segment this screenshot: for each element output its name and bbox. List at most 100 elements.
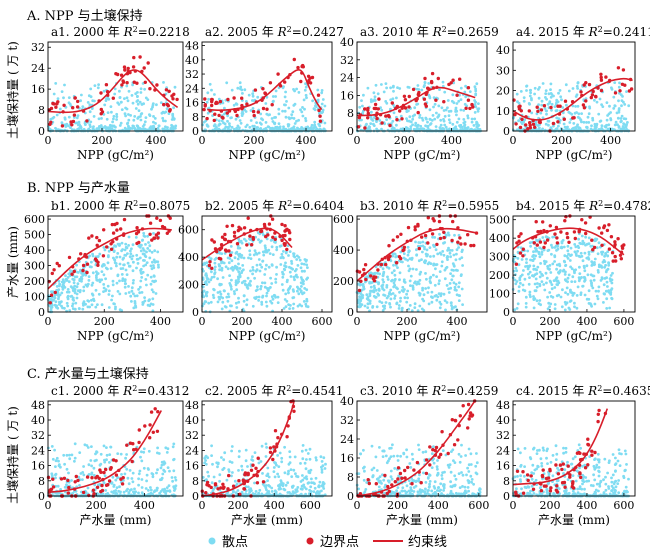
scatter-point bbox=[358, 305, 361, 308]
scatter-point bbox=[557, 293, 561, 297]
scatter-point bbox=[435, 275, 438, 278]
boundary-point bbox=[423, 102, 428, 106]
scatter-point bbox=[240, 114, 244, 117]
scatter-point bbox=[287, 254, 290, 257]
scatter-point bbox=[403, 296, 407, 300]
scatter-point bbox=[605, 307, 609, 310]
scatter-point bbox=[171, 445, 175, 449]
scatter-point bbox=[66, 304, 70, 308]
scatter-point bbox=[114, 245, 118, 248]
boundary-point bbox=[417, 246, 421, 251]
scatter-point bbox=[102, 113, 106, 116]
scatter-point bbox=[368, 292, 372, 296]
scatter-point bbox=[62, 453, 66, 457]
scatter-point bbox=[127, 89, 131, 93]
scatter-point bbox=[470, 117, 474, 121]
scatter-point bbox=[522, 269, 525, 272]
scatter-point bbox=[298, 258, 302, 262]
scatter-point bbox=[81, 478, 84, 481]
scatter-point bbox=[90, 303, 94, 307]
scatter-point bbox=[244, 283, 248, 287]
scatter-point bbox=[547, 92, 551, 96]
scatter-point bbox=[452, 81, 456, 85]
boundary-point bbox=[114, 72, 118, 76]
scatter-point bbox=[514, 282, 518, 286]
boundary-point bbox=[252, 113, 256, 118]
scatter-point bbox=[543, 107, 547, 110]
scatter-point bbox=[533, 289, 537, 293]
scatter-point bbox=[304, 487, 308, 491]
boundary-point bbox=[521, 247, 525, 251]
scatter-point bbox=[426, 120, 429, 124]
scatter-point bbox=[145, 283, 148, 287]
scatter-point bbox=[281, 255, 284, 259]
boundary-point bbox=[212, 118, 216, 123]
scatter-point bbox=[63, 117, 67, 121]
scatter-point bbox=[76, 282, 80, 286]
scatter-point bbox=[73, 307, 77, 311]
scatter-point bbox=[440, 264, 444, 268]
scatter-point bbox=[408, 257, 412, 261]
scatter-point bbox=[99, 452, 103, 456]
boundary-point bbox=[104, 467, 108, 472]
scatter-point bbox=[71, 286, 74, 290]
scatter-point bbox=[68, 453, 71, 457]
scatter-point bbox=[402, 252, 406, 256]
scatter-point bbox=[103, 474, 107, 478]
boundary-point bbox=[85, 119, 89, 123]
scatter-point bbox=[574, 252, 578, 256]
boundary-point bbox=[397, 255, 402, 259]
scatter-point bbox=[373, 95, 377, 99]
boundary-point bbox=[99, 91, 103, 95]
boundary-point bbox=[135, 226, 139, 230]
scatter-point bbox=[422, 85, 426, 89]
scatter-point bbox=[299, 276, 303, 279]
scatter-point bbox=[455, 113, 458, 117]
scatter-point bbox=[545, 112, 548, 116]
scatter-point bbox=[306, 452, 310, 455]
scatter-point bbox=[451, 274, 455, 278]
scatter-point bbox=[274, 277, 278, 281]
scatter-point bbox=[167, 484, 171, 487]
scatter-point bbox=[475, 122, 478, 126]
boundary-point bbox=[162, 102, 166, 107]
scatter-point bbox=[237, 300, 241, 304]
scatter-point bbox=[532, 306, 536, 310]
scatter-point bbox=[610, 127, 614, 131]
scatter-point bbox=[371, 289, 374, 293]
scatter-point bbox=[453, 233, 456, 237]
scatter-point bbox=[381, 274, 385, 277]
scatter-point bbox=[550, 102, 554, 106]
scatter-point bbox=[300, 262, 304, 266]
scatter-point bbox=[381, 278, 385, 281]
boundary-point bbox=[447, 82, 451, 87]
scatter-point bbox=[369, 285, 373, 289]
scatter-point bbox=[358, 302, 362, 305]
scatter-point bbox=[114, 478, 118, 482]
scatter-point bbox=[578, 265, 581, 269]
boundary-point bbox=[283, 224, 287, 228]
boundary-point bbox=[248, 234, 252, 238]
scatter-point bbox=[605, 280, 609, 284]
scatter-point bbox=[577, 254, 581, 258]
boundary-point bbox=[71, 106, 75, 110]
scatter-point bbox=[597, 289, 600, 293]
scatter-point bbox=[517, 119, 520, 123]
scatter-point bbox=[427, 286, 430, 290]
scatter-point bbox=[421, 250, 424, 254]
scatter-point bbox=[515, 92, 519, 96]
boundary-point bbox=[442, 230, 446, 234]
scatter-point bbox=[576, 249, 579, 253]
x-tick-label: 400 bbox=[441, 134, 462, 147]
scatter-point bbox=[565, 301, 569, 305]
boundary-point bbox=[551, 121, 556, 126]
scatter-point bbox=[202, 120, 206, 124]
scatter-point bbox=[407, 127, 411, 131]
boundary-point bbox=[539, 108, 544, 112]
scatter-point bbox=[308, 127, 312, 131]
scatter-point bbox=[248, 282, 252, 286]
scatter-point bbox=[536, 282, 539, 285]
scatter-point bbox=[443, 241, 447, 244]
scatter-point bbox=[555, 98, 559, 102]
